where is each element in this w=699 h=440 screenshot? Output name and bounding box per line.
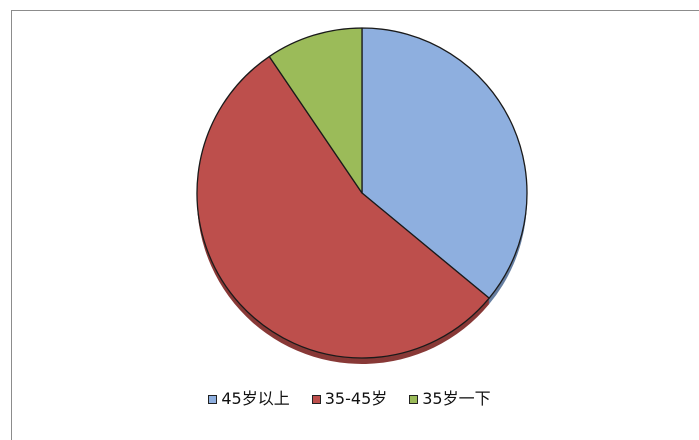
pie-chart (196, 27, 528, 365)
pie-slice-1 (196, 55, 490, 359)
legend-label-under-35: 35岁一下 (422, 389, 491, 408)
legend-swatch-35-45 (311, 394, 321, 404)
legend-label-35-45: 35-45岁 (324, 389, 388, 408)
legend-item-35-45: 35-45岁 (311, 389, 388, 408)
legend-swatch-over-45 (208, 394, 218, 404)
legend-item-over-45: 45岁以上 (208, 389, 290, 408)
pie-slice-0 (361, 27, 528, 299)
legend-item-under-35: 35岁一下 (409, 389, 491, 408)
pie-slices (196, 27, 528, 359)
legend-label-over-45: 45岁以上 (221, 389, 290, 408)
chart-legend: 45岁以上 35-45岁 35岁一下 (0, 385, 699, 413)
legend-swatch-under-35 (409, 394, 419, 404)
pie-slice-2 (268, 27, 363, 194)
